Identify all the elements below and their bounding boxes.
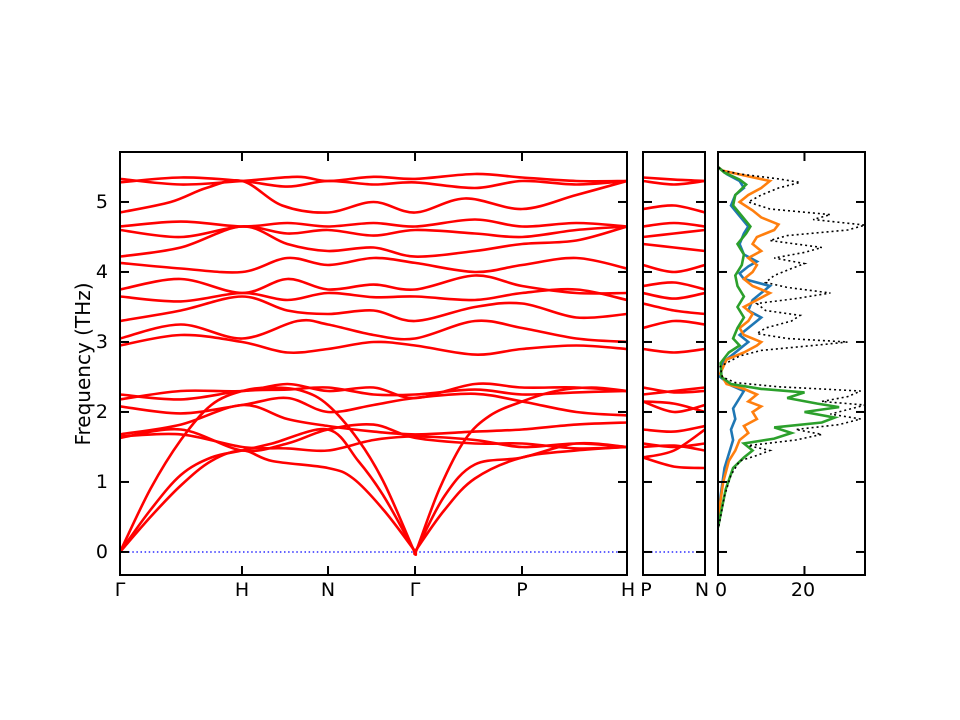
x-tick-label-gamma-2: Γ xyxy=(409,579,421,601)
dos-x-tick-label-20: 20 xyxy=(790,579,816,601)
y-tick-label-1: 1 xyxy=(95,471,108,493)
dos-x-tick-label-0: 0 xyxy=(714,579,728,601)
y-tick-label-3: 3 xyxy=(95,331,108,353)
x-tick-label-p-2: P xyxy=(640,579,652,601)
x-tick-label-n-1: N xyxy=(320,579,336,601)
x-tick-label-p-1: P xyxy=(516,579,528,601)
x-tick-label-gamma-1: Γ xyxy=(114,579,126,601)
y-tick-label-4: 4 xyxy=(95,261,108,283)
x-tick-label-h-1: H xyxy=(234,579,250,601)
x-tick-label-n-2: N xyxy=(694,579,710,601)
y-tick-label-0: 0 xyxy=(95,541,108,563)
x-tick-label-h-2: H xyxy=(620,579,636,601)
y-tick-label-5: 5 xyxy=(95,191,108,213)
y-tick-label-2: 2 xyxy=(95,401,108,423)
